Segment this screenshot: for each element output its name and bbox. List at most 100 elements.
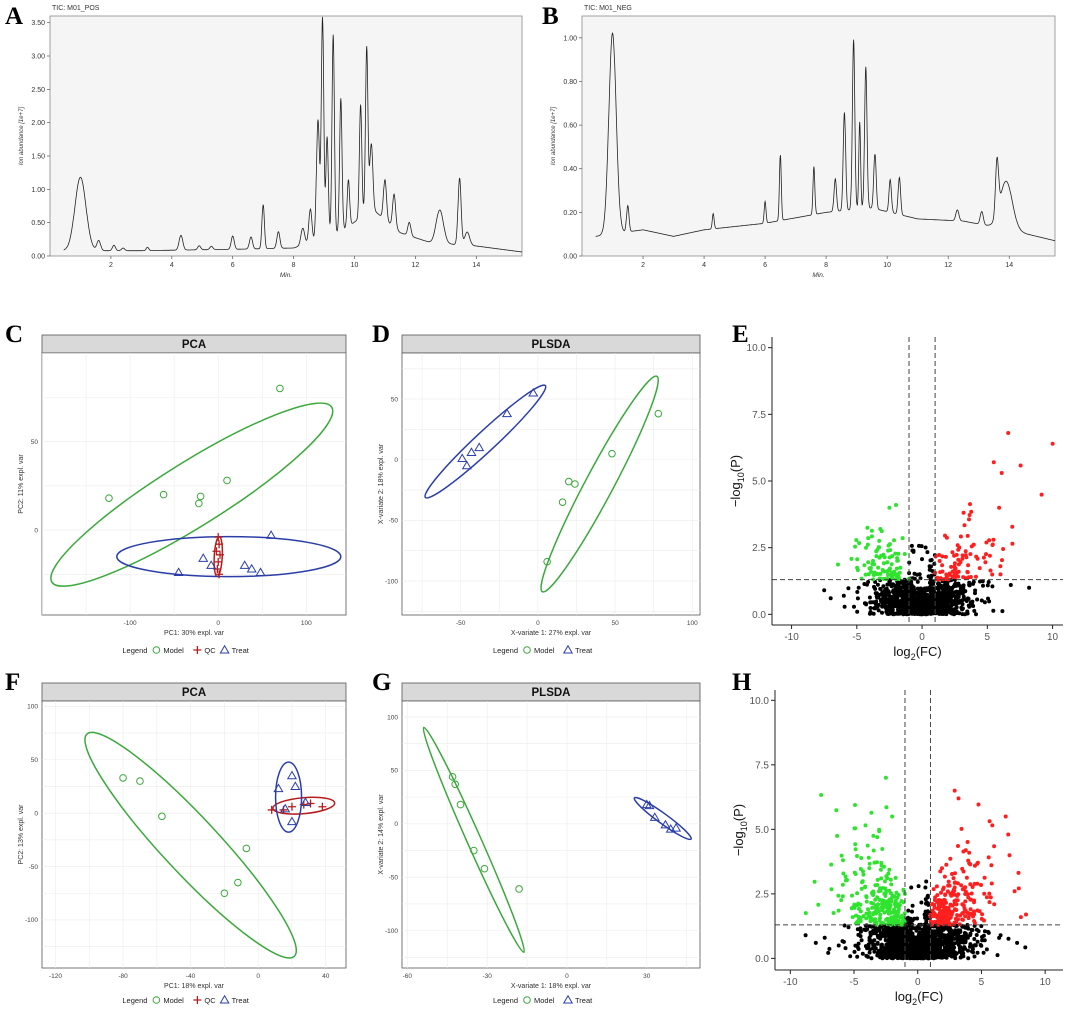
plot-content bbox=[42, 353, 346, 615]
y-tick-label: 0.50 bbox=[31, 220, 45, 227]
point-qc bbox=[213, 564, 222, 573]
y-tick-label: -100 bbox=[385, 578, 398, 585]
legend-swatch-model bbox=[152, 646, 161, 654]
y-tick-label: -50 bbox=[29, 864, 39, 871]
panel-label-g: G bbox=[372, 669, 391, 696]
point-treat bbox=[474, 442, 485, 452]
point-treat bbox=[300, 797, 311, 806]
tic-trace bbox=[63, 16, 522, 253]
point-model bbox=[543, 557, 551, 566]
y-tick-label: 0 bbox=[34, 810, 38, 817]
x-tick-label: 10 bbox=[883, 262, 891, 269]
point-model bbox=[654, 409, 663, 418]
y-tick-label: 5.0 bbox=[752, 477, 766, 488]
plot-content bbox=[803, 775, 1028, 961]
plot-content bbox=[822, 431, 1055, 617]
point-treat bbox=[280, 803, 291, 813]
legend-title: Legend bbox=[122, 646, 147, 655]
y-axis-label: −log10(P) bbox=[731, 804, 749, 856]
panel-label-f: F bbox=[5, 669, 20, 696]
x-axis-label: X-variate 1: 18% expl. var bbox=[511, 983, 592, 990]
legend-label-model: Model bbox=[534, 996, 555, 1005]
x-tick-label: 2 bbox=[109, 262, 113, 269]
y-axis-label: Ion abundance [1e+7] bbox=[551, 107, 557, 166]
point-model bbox=[159, 490, 168, 499]
x-tick-label: 100 bbox=[301, 620, 312, 627]
x-tick-label: 0 bbox=[919, 632, 925, 643]
y-label-base: 10 bbox=[736, 472, 746, 482]
tic-title: TIC: M01_NEG bbox=[584, 5, 632, 12]
plot-area bbox=[41, 352, 347, 616]
x-tick-label: 14 bbox=[472, 262, 480, 269]
point-model bbox=[220, 889, 229, 898]
points-up-regulated bbox=[933, 431, 1055, 582]
plot-title: PCA bbox=[182, 339, 206, 351]
point-model bbox=[223, 476, 231, 485]
x-tick-label: 0 bbox=[536, 620, 540, 627]
ellipse-qc bbox=[272, 796, 336, 815]
x-tick-label: 12 bbox=[944, 262, 952, 269]
point-treat bbox=[644, 800, 655, 810]
point-treat bbox=[461, 460, 472, 470]
point-treat bbox=[641, 799, 652, 809]
point-qc bbox=[215, 550, 224, 559]
x-tick-label: 5 bbox=[985, 632, 991, 643]
point-treat bbox=[501, 408, 513, 418]
y-tick-label: 50 bbox=[31, 439, 39, 446]
point-model bbox=[564, 477, 573, 486]
y-label-p: (P) bbox=[731, 804, 746, 821]
scores-plot-c: PCA -100 0 100 0 50 PC1: 30% expl. var PC2: 11%… bbox=[18, 334, 347, 655]
y-axis-label: Ion abundance [1e+7] bbox=[19, 107, 25, 166]
y-tick-label: 10.0 bbox=[750, 696, 770, 707]
y-tick-label: 2.50 bbox=[31, 87, 45, 94]
x-tick-label: -5 bbox=[850, 977, 859, 988]
x-tick-label: 0 bbox=[256, 973, 260, 980]
point-treat bbox=[206, 560, 217, 569]
point-model bbox=[448, 773, 457, 781]
point-model bbox=[195, 499, 203, 508]
x-tick-label: -10 bbox=[783, 977, 798, 988]
point-treat bbox=[266, 530, 277, 539]
plot-area bbox=[49, 15, 523, 257]
y-label-log: −log bbox=[728, 482, 743, 507]
ellipse-model bbox=[50, 402, 334, 587]
point-treat bbox=[457, 453, 468, 463]
plot-content bbox=[402, 701, 700, 968]
point-model bbox=[119, 774, 127, 782]
x-tick-label: 30 bbox=[643, 973, 651, 980]
plot-content bbox=[42, 701, 346, 968]
x-tick-label: 4 bbox=[170, 262, 174, 269]
point-treat bbox=[273, 783, 284, 793]
panel-label-h: H bbox=[732, 669, 752, 696]
point-qc bbox=[215, 570, 224, 579]
y-axis-label: PC2: 11% expl. var bbox=[18, 454, 25, 514]
legend-label-treat: Treat bbox=[232, 646, 250, 655]
point-treat bbox=[286, 770, 298, 780]
ellipse-treat bbox=[116, 535, 342, 578]
panel-label-c: C bbox=[5, 321, 23, 348]
plot-content bbox=[402, 353, 700, 615]
ellipse-treat bbox=[274, 761, 303, 833]
y-tick-label: 1.00 bbox=[563, 35, 577, 42]
y-tick-label: 0.00 bbox=[31, 254, 45, 261]
x-tick-label: 40 bbox=[322, 973, 330, 980]
x-tick-label: 5 bbox=[979, 977, 985, 988]
tic-chart-b: 2 4 6 8 10 12 14 0.00 0.20 0.40 0.60 0.80 1.00 TIC: M… bbox=[551, 5, 1056, 279]
x-tick-label: -30 bbox=[482, 973, 492, 980]
tic-chart-a: 2 4 6 8 10 12 14 0.00 0.50 1.00 1.50 2.00 2.50 3.00 3.… bbox=[19, 5, 523, 279]
panel-label-d: D bbox=[372, 321, 390, 348]
point-treat bbox=[528, 387, 539, 397]
x-axis-label: Min. bbox=[280, 272, 292, 279]
point-qc bbox=[287, 802, 296, 811]
legend-title: Legend bbox=[122, 996, 147, 1005]
volcano-plot-h: -10 -5 0 5 100.02.55.07.510.0log2(FC)−log10(… bbox=[731, 690, 1063, 1007]
plot-area bbox=[581, 15, 1056, 257]
x-axis-label: PC1: 30% expl. var bbox=[164, 630, 225, 637]
y-axis-label: X-variate 2: 18% expl. var bbox=[378, 443, 385, 524]
x-axis-label: PC1: 18% expl. var bbox=[164, 983, 225, 990]
point-treat bbox=[466, 447, 477, 456]
x-tick-label: 2 bbox=[641, 262, 645, 269]
legend: Legend Model Treat bbox=[493, 644, 593, 655]
legend: Legend Model QC Treat bbox=[122, 994, 250, 1005]
point-model bbox=[242, 844, 251, 853]
